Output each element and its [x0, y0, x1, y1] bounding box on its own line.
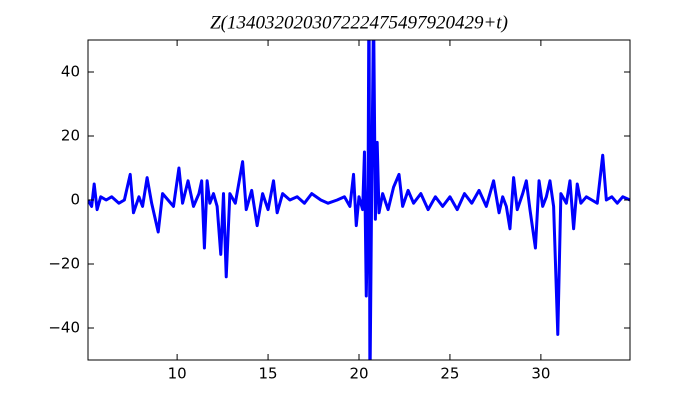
- chart-title: Z(134032020307222475497920429+t): [210, 12, 508, 33]
- x-tick-label: 10: [168, 365, 187, 383]
- x-tick-label: 30: [531, 365, 550, 383]
- x-tick-label: 15: [259, 365, 278, 383]
- x-tick-label: 20: [349, 365, 368, 383]
- y-tick-label: −40: [48, 319, 80, 337]
- y-tick-label: −20: [48, 255, 80, 273]
- x-tick-label: 25: [440, 365, 459, 383]
- y-tick-label: 20: [61, 127, 80, 145]
- y-tick-label: 0: [70, 191, 80, 209]
- y-tick-label: 40: [61, 63, 80, 81]
- data-line: [88, 40, 630, 360]
